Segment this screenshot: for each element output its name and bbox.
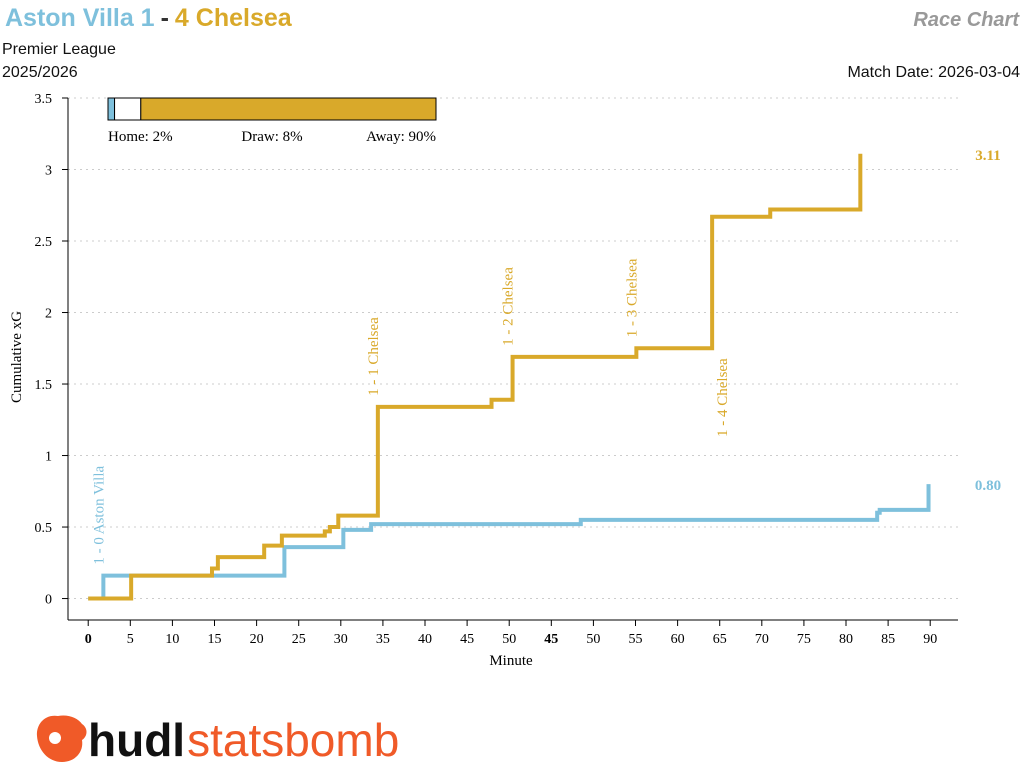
x-tick-label: 65 <box>713 632 727 647</box>
win-probability-segment <box>140 97 437 121</box>
x-tick-label: 70 <box>755 632 769 647</box>
x-tick-label: 50 <box>502 632 516 647</box>
x-tick-label: 40 <box>418 632 432 647</box>
win-probability-label: Home: 2% <box>108 129 173 145</box>
xg-line <box>88 153 863 601</box>
x-tick-label: 20 <box>250 632 264 647</box>
season: 2025/2026 <box>2 64 78 81</box>
win-probability-label: Away: 90% <box>366 129 436 145</box>
logo-icon-eye <box>49 732 61 744</box>
y-tick-label: 3.5 <box>35 92 53 107</box>
x-tick-label: 50 <box>586 632 600 647</box>
x-tick-label: 45 <box>544 632 558 647</box>
x-tick-label: 80 <box>839 632 853 647</box>
home-team: Aston Villa 1 <box>5 4 155 32</box>
y-tick-label: 2.5 <box>35 235 53 250</box>
x-tick-label: 5 <box>127 632 134 647</box>
match-date: Match Date: 2026-03-04 <box>847 64 1020 81</box>
xg-line <box>88 484 931 601</box>
x-tick-label: 90 <box>923 632 937 647</box>
x-tick-label: 55 <box>629 632 643 647</box>
score-separator: - <box>161 4 169 32</box>
x-tick-label: 15 <box>208 632 222 647</box>
y-tick-label: 2 <box>45 307 52 322</box>
x-tick-label: 10 <box>165 632 179 647</box>
win-probability-label: Draw: 8% <box>241 129 302 145</box>
x-tick-label: 0 <box>85 632 92 647</box>
goal-annotation: 1 - 2 Chelsea <box>501 267 517 346</box>
goal-annotation: 1 - 0 Aston Villa <box>91 465 107 564</box>
x-tick-label: 60 <box>671 632 685 647</box>
away-team: 4 Chelsea <box>175 4 293 32</box>
x-tick-label: 85 <box>881 632 895 647</box>
x-axis-label: Minute <box>489 653 533 669</box>
y-tick-label: 0 <box>45 593 52 608</box>
goal-annotation: 1 - 3 Chelsea <box>624 258 640 337</box>
y-tick-label: 1 <box>45 450 52 465</box>
y-tick-label: 0.5 <box>35 521 53 536</box>
goal-annotation: 1 - 4 Chelsea <box>715 358 731 437</box>
chart-name: Race Chart <box>913 9 1020 31</box>
final-xg-label: 3.11 <box>975 148 1000 164</box>
x-tick-label: 45 <box>460 632 474 647</box>
win-probability-segment <box>114 97 142 121</box>
logo-hudl: hudl <box>88 714 185 766</box>
match-title: Aston Villa 1-4 Chelsea <box>5 4 293 32</box>
x-tick-label: 35 <box>376 632 390 647</box>
x-tick-label: 30 <box>334 632 348 647</box>
win-probability-segment <box>107 97 116 121</box>
logo-icon <box>36 715 87 762</box>
logo: hudlstatsbomb <box>36 714 399 766</box>
competition: Premier League <box>2 41 116 58</box>
logo-text: hudlstatsbomb <box>88 714 399 766</box>
y-tick-label: 3 <box>45 164 52 179</box>
logo-statsbomb: statsbomb <box>187 714 399 766</box>
final-xg-label: 0.80 <box>975 478 1001 494</box>
x-tick-label: 25 <box>292 632 306 647</box>
plot-area: 0 0.5 1 1.5 2 2.5 3 3.5 0 5 10 15 20 25 30 35 40 45 50 45 50… <box>9 92 1001 669</box>
goal-annotation: 1 - 1 Chelsea <box>366 317 382 396</box>
y-tick-label: 1.5 <box>35 378 53 393</box>
x-tick-label: 75 <box>797 632 811 647</box>
y-axis-label: Cumulative xG <box>9 311 25 403</box>
